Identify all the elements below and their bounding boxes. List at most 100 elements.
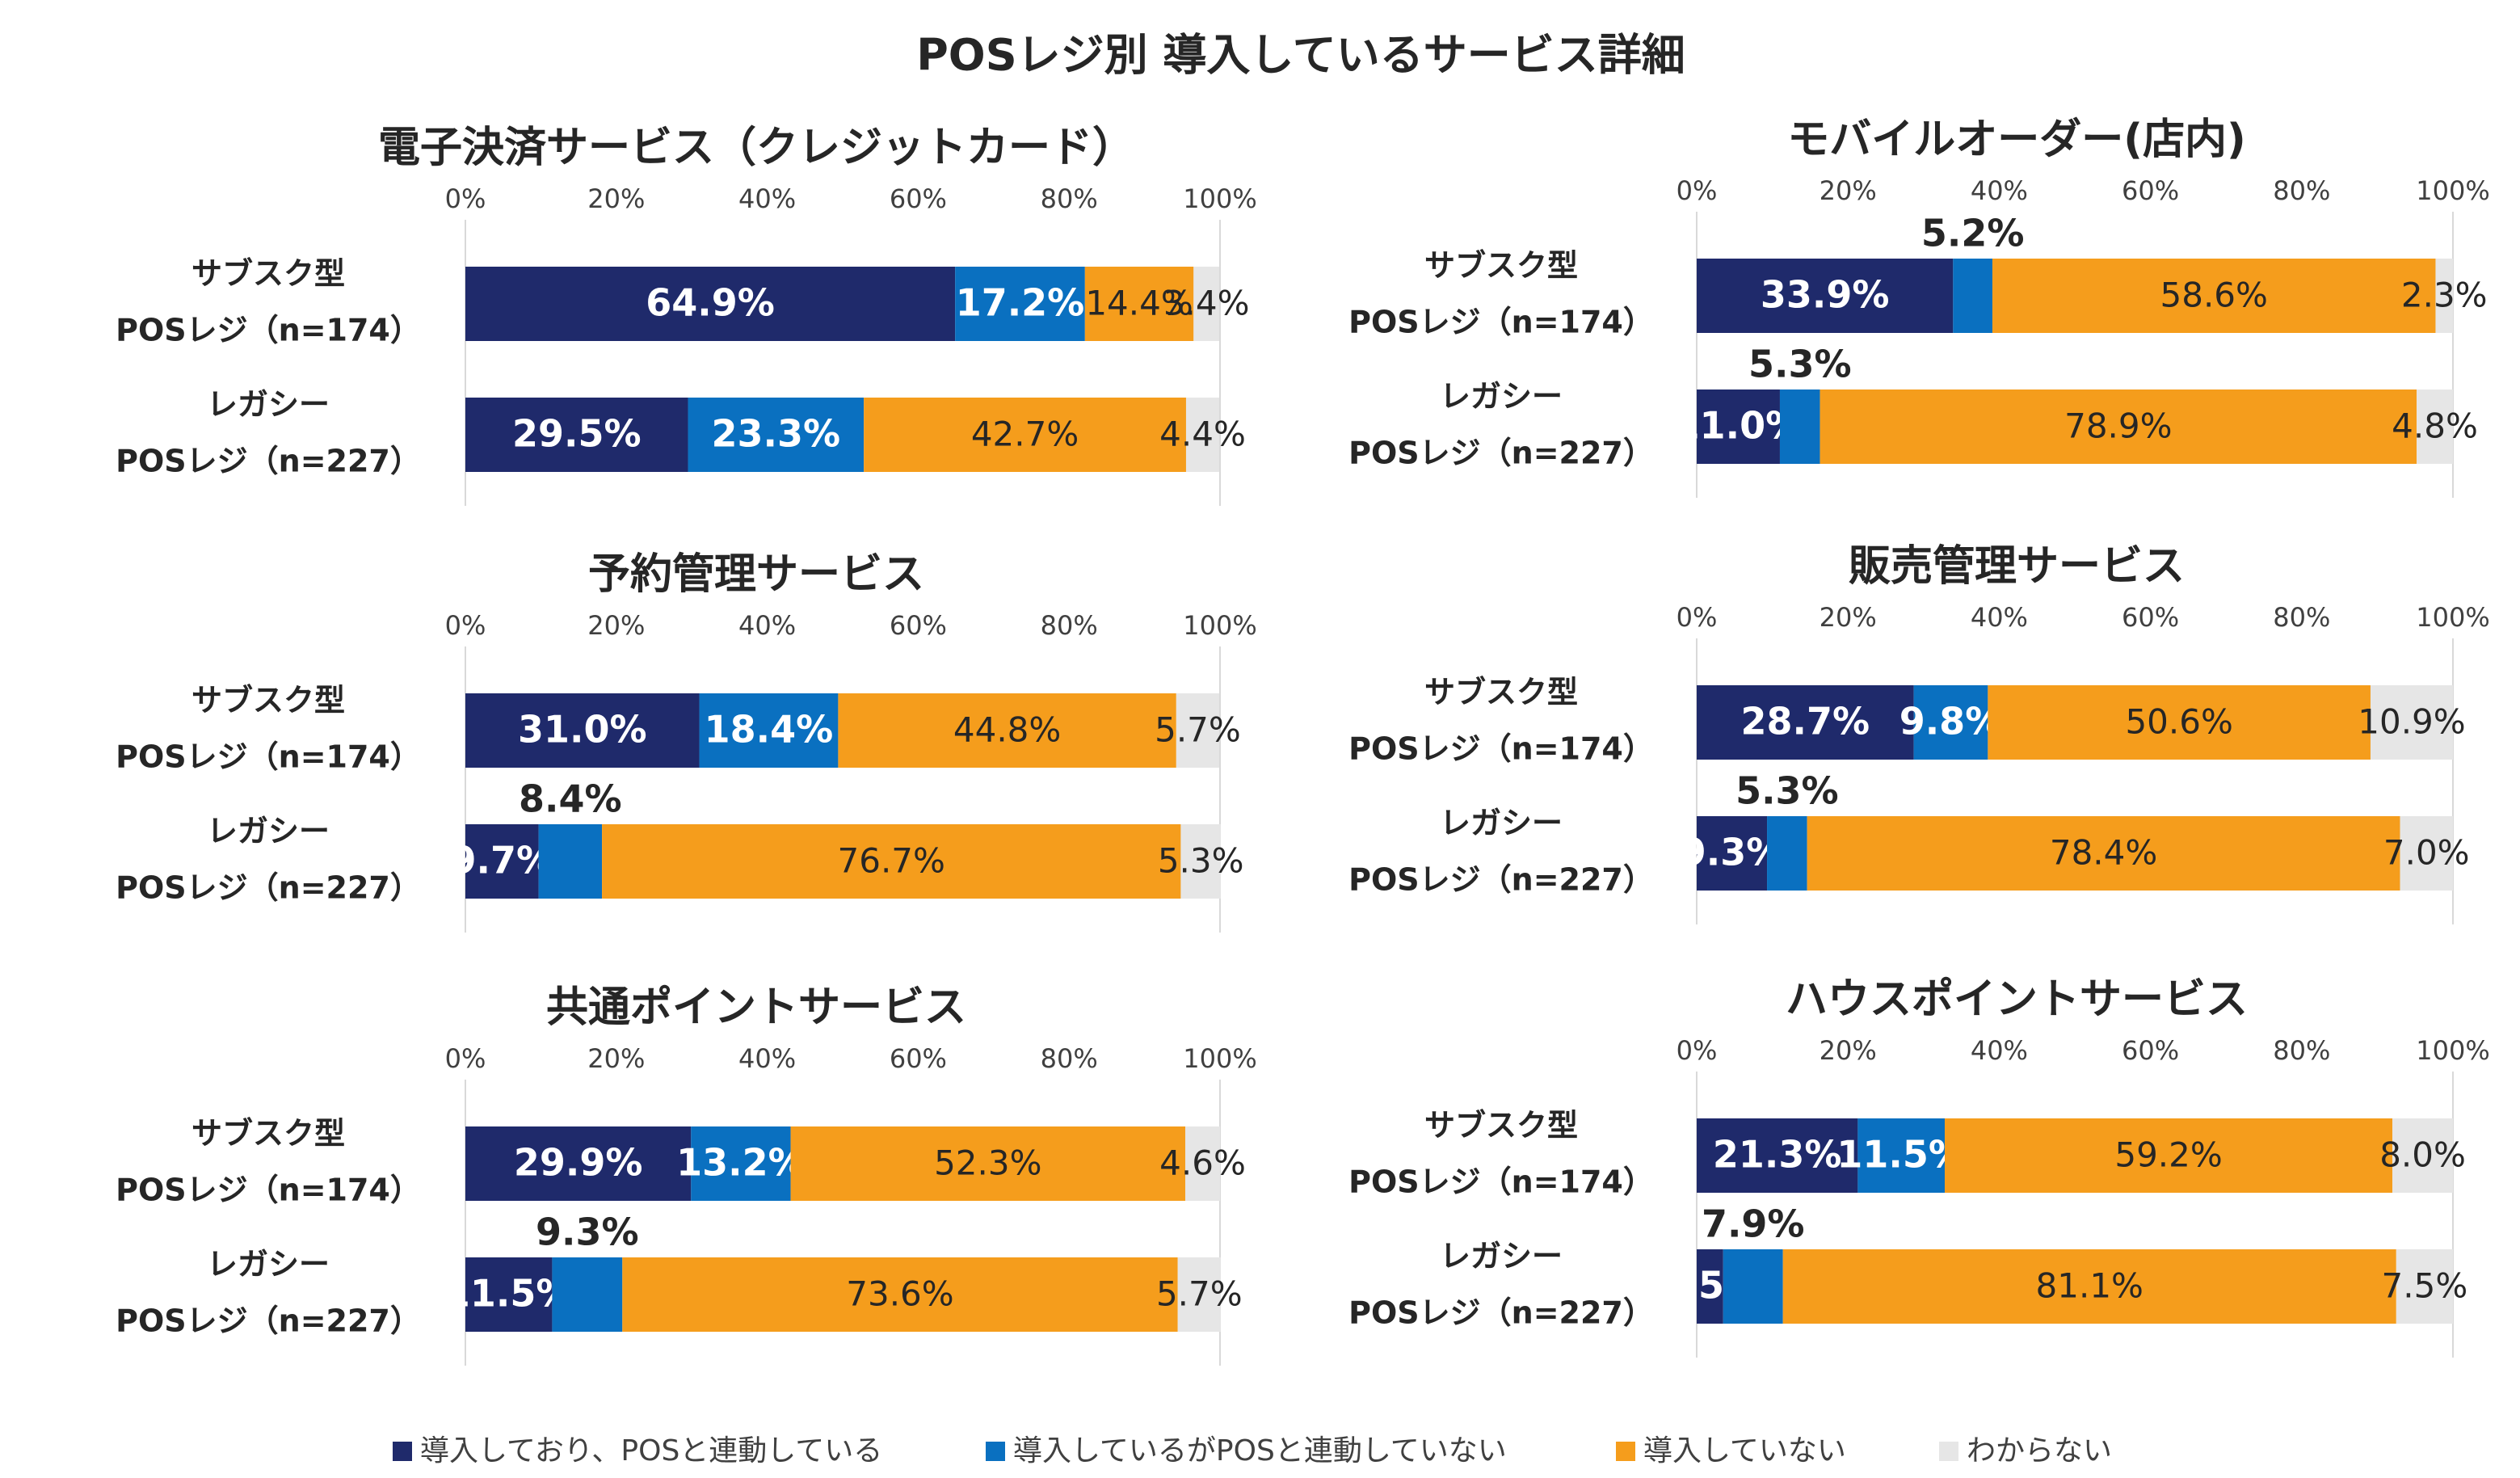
bar-segment: [1180, 824, 1221, 899]
value-label: 44.8%: [953, 710, 1061, 750]
value-label: 29.9%: [514, 1141, 643, 1185]
x-tick-label: 100%: [2416, 602, 2489, 633]
bar-segment: [1857, 1118, 1946, 1193]
category-label: レガシー: [207, 814, 330, 849]
bar-segment: [1988, 685, 2371, 760]
value-label: 58.6%: [2160, 276, 2268, 315]
value-label: 52.3%: [934, 1143, 1041, 1183]
bar-segment: [1767, 816, 1807, 891]
value-label: 5.7%: [1156, 1274, 1243, 1314]
bar-segment: [538, 824, 603, 899]
x-tick-label: 40%: [738, 1043, 796, 1074]
bar-segment: [465, 267, 956, 341]
value-label: 76.7%: [838, 841, 945, 881]
bar-segment: [1193, 267, 1220, 341]
category-label: POSレジ（n=227）: [116, 870, 421, 906]
value-label: 78.4%: [2050, 833, 2157, 873]
bar-segment: [1913, 685, 1988, 760]
bar-segment: [1945, 1118, 2393, 1193]
value-label: 5.3%: [1158, 841, 1244, 881]
category-label: POSレジ（n=174）: [1348, 305, 1654, 340]
category-label: サブスク型: [1424, 1108, 1578, 1143]
category-label: POSレジ（n=227）: [116, 444, 421, 479]
bar-segment: [1697, 816, 1768, 891]
value-label: 4.6%: [1159, 1143, 1246, 1183]
value-label: 8.4%: [519, 777, 622, 821]
value-label: 50.6%: [2125, 702, 2232, 742]
value-label: 31.0%: [518, 708, 647, 752]
bar-segment: [955, 267, 1085, 341]
value-label: 2.3%: [2401, 276, 2488, 315]
bar-segment: [1697, 685, 1914, 760]
value-label: 4.4%: [1159, 415, 1246, 454]
chart-title: 電子決済サービス（クレジットカード）: [378, 124, 1134, 172]
category-label: サブスク型: [191, 1116, 345, 1152]
x-tick-label: 80%: [2273, 1035, 2330, 1066]
bar-segment: [2400, 816, 2453, 891]
bar-segment: [552, 1257, 623, 1332]
bar-segment: [1084, 267, 1194, 341]
bar-segment: [1185, 1126, 1220, 1201]
chart-title: 販売管理サービス: [1849, 542, 2185, 591]
legend-label: 導入しているがPOSと連動していない: [1013, 1434, 1507, 1467]
category-label: POSレジ（n=174）: [1348, 731, 1654, 767]
bar-segment: [864, 398, 1186, 472]
value-label: 9.7%: [451, 839, 554, 882]
value-label: 5.3%: [1735, 769, 1839, 813]
x-tick-label: 0%: [445, 610, 486, 641]
chart-title: 予約管理サービス: [588, 550, 924, 599]
x-tick-label: 60%: [890, 1043, 947, 1074]
x-tick-label: 100%: [1183, 183, 1256, 214]
bar-segment: [1723, 1249, 1783, 1324]
legend-label: わからない: [1967, 1434, 2112, 1467]
value-label: 11.5%: [1836, 1133, 1966, 1177]
bar-segment: [1697, 259, 1954, 333]
x-tick-label: 20%: [587, 610, 645, 641]
value-label: 5.7%: [1155, 710, 1241, 750]
x-tick-label: 100%: [2416, 1035, 2489, 1066]
category-label: POSレジ（n=227）: [1348, 1295, 1654, 1331]
bar-segment: [1176, 693, 1220, 768]
bar-segment: [838, 693, 1176, 768]
bar-segment: [1697, 1249, 1723, 1324]
category-label: POSレジ（n=227）: [1348, 436, 1654, 471]
x-tick-label: 20%: [587, 183, 645, 214]
value-label: 10.9%: [2358, 702, 2465, 742]
x-tick-label: 40%: [1971, 602, 2028, 633]
value-label: 42.7%: [971, 415, 1079, 454]
x-tick-label: 40%: [1971, 175, 2028, 206]
value-label: 59.2%: [2114, 1135, 2222, 1175]
value-label: 3.4%: [1163, 284, 1250, 323]
value-label: 18.4%: [705, 708, 834, 752]
bar-segment: [602, 824, 1181, 899]
bar-segment: [688, 398, 865, 472]
x-tick-label: 0%: [445, 1043, 486, 1074]
x-tick-label: 60%: [2122, 1035, 2179, 1066]
value-label: 78.9%: [2064, 406, 2172, 446]
category-label: POSレジ（n=227）: [116, 1303, 421, 1339]
value-label: 81.1%: [2036, 1266, 2143, 1306]
value-label: 7.0%: [2383, 833, 2470, 873]
chart-title: ハウスポイントサービス: [1786, 975, 2248, 1024]
value-label: 9.3%: [536, 1211, 639, 1254]
category-label: レガシー: [207, 387, 330, 423]
bar-segment: [2392, 1118, 2453, 1193]
value-label: 17.2%: [956, 281, 1085, 325]
bar-segment: [1779, 390, 1820, 464]
x-tick-label: 80%: [1041, 183, 1098, 214]
value-label: 8.0%: [2379, 1135, 2466, 1175]
x-tick-label: 20%: [1820, 175, 1877, 206]
chart-title: モバイルオーダー(店内): [1787, 116, 2246, 164]
bar-segment: [465, 398, 688, 472]
x-tick-label: 40%: [738, 610, 796, 641]
bar-segment: [1185, 398, 1220, 472]
value-label: 14.4%: [1085, 284, 1193, 323]
bar-segment: [1177, 1257, 1221, 1332]
bar-segment: [465, 1257, 553, 1332]
category-label: POSレジ（n=174）: [1348, 1164, 1654, 1200]
x-tick-label: 80%: [2273, 602, 2330, 633]
bar-segment: [790, 1126, 1186, 1201]
bar-segment: [1782, 1249, 2396, 1324]
bar-segment: [2435, 259, 2453, 333]
